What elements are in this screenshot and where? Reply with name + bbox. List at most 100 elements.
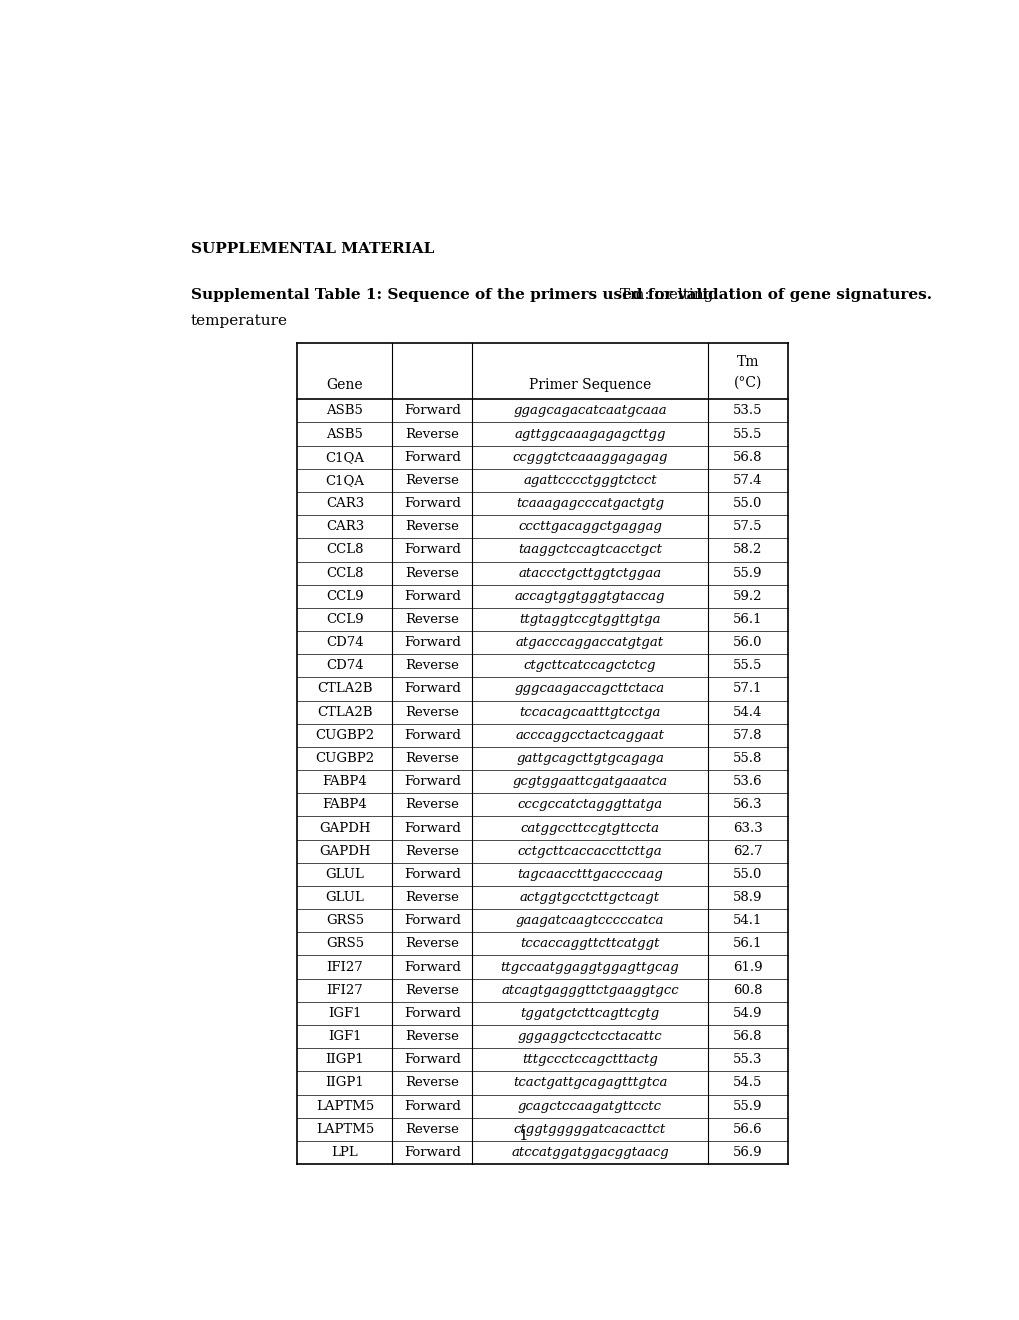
Text: ttgtaggtccgtggttgtga: ttgtaggtccgtggttgtga	[519, 612, 660, 626]
Text: C1QA: C1QA	[325, 450, 364, 463]
Text: GRS5: GRS5	[325, 915, 364, 927]
Text: cccgccatctagggttatga: cccgccatctagggttatga	[517, 799, 662, 812]
Text: Reverse: Reverse	[405, 937, 459, 950]
Text: 56.1: 56.1	[733, 937, 762, 950]
Text: tccaccaggttcttcatggt: tccaccaggttcttcatggt	[520, 937, 659, 950]
Text: cccttgacaggctgaggag: cccttgacaggctgaggag	[518, 520, 661, 533]
Text: Forward: Forward	[404, 404, 461, 417]
Text: tcactgattgcagagtttgtca: tcactgattgcagagtttgtca	[513, 1076, 666, 1089]
Text: GAPDH: GAPDH	[319, 821, 370, 834]
Text: Forward: Forward	[404, 1053, 461, 1067]
Text: cctgcttcaccaccttcttga: cctgcttcaccaccttcttga	[518, 845, 661, 858]
Text: 55.0: 55.0	[733, 867, 761, 880]
Text: tcaaagagcccatgactgtg: tcaaagagcccatgactgtg	[516, 498, 663, 510]
Text: Forward: Forward	[404, 636, 461, 649]
Text: CAR3: CAR3	[325, 520, 364, 533]
Text: 55.0: 55.0	[733, 498, 761, 510]
Text: acccaggcctactcaggaat: acccaggcctactcaggaat	[515, 729, 663, 742]
Text: CUGBP2: CUGBP2	[315, 729, 374, 742]
Text: Forward: Forward	[404, 821, 461, 834]
Text: CD74: CD74	[326, 636, 364, 649]
Text: Forward: Forward	[404, 1146, 461, 1159]
Text: 56.9: 56.9	[733, 1146, 762, 1159]
Text: 57.5: 57.5	[733, 520, 762, 533]
Text: tccacagcaatttgtcctga: tccacagcaatttgtcctga	[519, 706, 660, 718]
Text: Forward: Forward	[404, 682, 461, 696]
Text: IFI27: IFI27	[326, 961, 363, 974]
Text: (°C): (°C)	[733, 376, 761, 389]
Text: Primer Sequence: Primer Sequence	[528, 378, 650, 392]
Text: ataccctgcttggtctggaa: ataccctgcttggtctggaa	[518, 566, 661, 579]
Text: GLUL: GLUL	[325, 867, 364, 880]
Text: 59.2: 59.2	[733, 590, 762, 603]
Text: accagtggtgggtgtaccag: accagtggtgggtgtaccag	[515, 590, 664, 603]
Text: Reverse: Reverse	[405, 845, 459, 858]
Text: Forward: Forward	[404, 450, 461, 463]
Text: atcagtgagggttctgaaggtgcc: atcagtgagggttctgaaggtgcc	[500, 983, 678, 997]
Text: Forward: Forward	[404, 961, 461, 974]
Text: 57.1: 57.1	[733, 682, 762, 696]
Text: ttgccaatggaggtggagttgcag: ttgccaatggaggtggagttgcag	[500, 961, 679, 974]
Text: gggaggctcctcctacattc: gggaggctcctcctacattc	[518, 1030, 661, 1043]
Text: gggcaagaccagcttctaca: gggcaagaccagcttctaca	[515, 682, 664, 696]
Text: Forward: Forward	[404, 1100, 461, 1113]
Text: 55.3: 55.3	[733, 1053, 762, 1067]
Text: 53.6: 53.6	[733, 775, 762, 788]
Text: 56.1: 56.1	[733, 612, 762, 626]
Text: CCL9: CCL9	[326, 590, 364, 603]
Text: 55.8: 55.8	[733, 752, 761, 766]
Text: Tm: melting: Tm: melting	[614, 289, 713, 302]
Text: 57.4: 57.4	[733, 474, 762, 487]
Text: Reverse: Reverse	[405, 1030, 459, 1043]
Text: Reverse: Reverse	[405, 1123, 459, 1135]
Text: atccatggatggacggtaacg: atccatggatggacggtaacg	[511, 1146, 668, 1159]
Text: ccgggtctcaaaggagagag: ccgggtctcaaaggagagag	[512, 450, 667, 463]
Text: Reverse: Reverse	[405, 474, 459, 487]
Text: Forward: Forward	[404, 867, 461, 880]
Text: actggtgcctcttgctcagt: actggtgcctcttgctcagt	[520, 891, 659, 904]
Text: CUGBP2: CUGBP2	[315, 752, 374, 766]
Text: C1QA: C1QA	[325, 474, 364, 487]
Text: Forward: Forward	[404, 775, 461, 788]
Text: 1: 1	[518, 1129, 527, 1143]
Text: gaagatcaagtcccccatca: gaagatcaagtcccccatca	[516, 915, 663, 927]
Text: CCL8: CCL8	[326, 566, 364, 579]
Text: CAR3: CAR3	[325, 498, 364, 510]
Text: Reverse: Reverse	[405, 752, 459, 766]
Text: GRS5: GRS5	[325, 937, 364, 950]
Text: CTLA2B: CTLA2B	[317, 706, 372, 718]
Text: Reverse: Reverse	[405, 799, 459, 812]
Text: SUPPLEMENTAL MATERIAL: SUPPLEMENTAL MATERIAL	[191, 242, 434, 256]
Text: 55.9: 55.9	[733, 566, 762, 579]
Text: Reverse: Reverse	[405, 1076, 459, 1089]
Text: 56.3: 56.3	[733, 799, 762, 812]
Text: tagcaacctttgaccccaag: tagcaacctttgaccccaag	[517, 867, 662, 880]
Text: Gene: Gene	[326, 378, 363, 392]
Text: CD74: CD74	[326, 659, 364, 672]
Text: Tm: Tm	[736, 355, 758, 368]
Text: Supplemental Table 1: Sequence of the primers used for validation of gene signat: Supplemental Table 1: Sequence of the pr…	[191, 289, 931, 302]
Text: Forward: Forward	[404, 915, 461, 927]
Text: gcgtggaattcgatgaaatca: gcgtggaattcgatgaaatca	[512, 775, 666, 788]
Text: Forward: Forward	[404, 1007, 461, 1020]
Text: taaggctccagtcacctgct: taaggctccagtcacctgct	[518, 544, 661, 557]
Text: 56.8: 56.8	[733, 1030, 762, 1043]
Text: 54.5: 54.5	[733, 1076, 761, 1089]
Text: Reverse: Reverse	[405, 566, 459, 579]
Text: GLUL: GLUL	[325, 891, 364, 904]
Text: gcagctccaagatgttcctc: gcagctccaagatgttcctc	[518, 1100, 661, 1113]
Text: temperature: temperature	[191, 314, 287, 327]
Text: 57.8: 57.8	[733, 729, 762, 742]
Text: IGF1: IGF1	[328, 1007, 362, 1020]
Text: 55.5: 55.5	[733, 428, 761, 441]
Text: Forward: Forward	[404, 590, 461, 603]
Text: LAPTM5: LAPTM5	[316, 1123, 374, 1135]
Text: CCL9: CCL9	[326, 612, 364, 626]
Text: IGF1: IGF1	[328, 1030, 362, 1043]
Text: ASB5: ASB5	[326, 404, 363, 417]
Text: 56.0: 56.0	[733, 636, 762, 649]
Text: CCL8: CCL8	[326, 544, 364, 557]
Text: 54.9: 54.9	[733, 1007, 762, 1020]
Text: Reverse: Reverse	[405, 612, 459, 626]
Text: 63.3: 63.3	[733, 821, 762, 834]
